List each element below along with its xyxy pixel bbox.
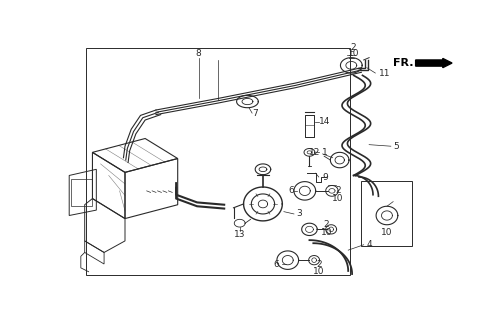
Text: 2: 2 [335, 186, 341, 195]
Text: 6: 6 [273, 260, 279, 268]
Text: 6: 6 [289, 186, 294, 195]
Bar [71, 179, 92, 206]
Text: 5: 5 [394, 142, 399, 151]
Text: 2: 2 [351, 43, 356, 52]
Text: 9: 9 [322, 172, 328, 181]
Text: 10: 10 [348, 49, 359, 58]
FancyArrow shape [416, 59, 452, 68]
Text: 10: 10 [332, 194, 344, 203]
Text: 12: 12 [309, 148, 321, 157]
Bar [361, 181, 412, 246]
Text: 3: 3 [296, 210, 302, 219]
Text: 10: 10 [321, 228, 332, 237]
Text: 14: 14 [319, 117, 331, 126]
Text: 4: 4 [366, 240, 372, 249]
Text: 8: 8 [196, 49, 202, 58]
Text: 13: 13 [234, 230, 245, 239]
Text: 2: 2 [324, 220, 329, 229]
Text: 11: 11 [379, 68, 391, 77]
Text: 2: 2 [316, 260, 322, 268]
Text: 7: 7 [253, 108, 258, 117]
Text: FR.: FR. [393, 58, 413, 68]
Text: 10: 10 [381, 228, 393, 237]
Text: 1: 1 [322, 148, 328, 157]
Bar [305, 116, 314, 137]
Bar [86, 48, 350, 275]
Text: 10: 10 [313, 267, 325, 276]
